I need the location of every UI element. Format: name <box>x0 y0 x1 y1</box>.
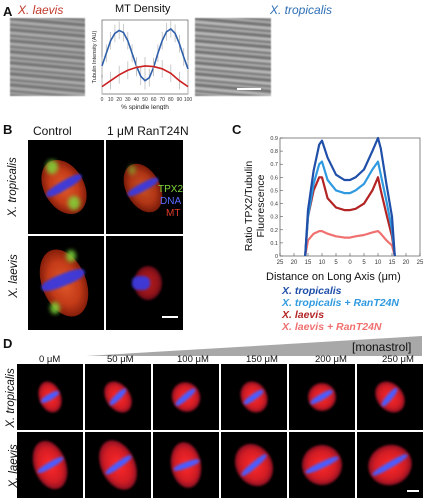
control-laevis-image <box>28 236 104 330</box>
concentration-labels: 0 μM 50 μM 100 μM 150 μM 200 μM 250 μM <box>0 352 428 366</box>
y-tick-label: 0.3 <box>270 215 278 221</box>
control-tropicalis-image <box>28 140 104 234</box>
x-tick-label: 25 <box>277 260 284 266</box>
x-tick-label: 70 <box>159 97 165 103</box>
concentration-label: 200 μM <box>315 354 347 365</box>
monastrol-cell <box>289 432 355 498</box>
monastrol-cell <box>17 364 83 430</box>
legend-entry: X. laevis + RanT24N <box>282 321 382 333</box>
series-line-0 <box>304 136 396 257</box>
tropicalis-spindle-micrograph <box>195 18 271 96</box>
x-tick-label: 60 <box>151 97 157 103</box>
x-tick-label: 20 <box>116 97 122 103</box>
series-line-3 <box>304 230 396 257</box>
x-tick-label: 10 <box>108 97 114 103</box>
monastrol-cell <box>153 364 219 430</box>
legend-entry: X. tropicalis + RanT24N <box>282 297 399 309</box>
legend-entry: X. tropicalis <box>282 285 342 297</box>
monastrol-image-grid <box>17 364 427 500</box>
panel-b-row-laevis: X. laevis <box>8 254 20 298</box>
y-tick-label: 0.2 <box>270 228 278 234</box>
panel-b-row-tropicalis: X. tropicalis <box>7 157 19 217</box>
y-tick-label: 0.8 <box>270 149 278 155</box>
channel-label-tpx2: TPX2 <box>158 184 183 195</box>
x-tick-label: 5 <box>362 260 366 266</box>
x-tick-label: 15 <box>305 260 312 266</box>
y-tick-label: 0.5 <box>270 188 278 194</box>
monastrol-cell <box>221 432 287 498</box>
series-line-1 <box>304 160 396 257</box>
x-tick-label: 5 <box>334 260 338 266</box>
panel-d-label: D <box>3 336 13 351</box>
monastrol-cell <box>17 432 83 498</box>
monastrol-cell <box>357 432 423 498</box>
series-line-2 <box>304 176 396 257</box>
panel-c-xlabel: Distance on Long Axis (μm) <box>266 271 401 283</box>
x-axis-label: % spindle length <box>121 104 169 110</box>
monastrol-cell <box>85 364 151 430</box>
x-tick-label: 50 <box>142 97 148 103</box>
rant24n-laevis-image <box>106 236 183 330</box>
scale-bar-b <box>162 316 178 318</box>
x-tick-label: 20 <box>291 260 298 266</box>
monastrol-cell <box>85 432 151 498</box>
y-axis-label: Tubulin Intensity (AU) <box>92 30 98 83</box>
y-tick-label: 0.1 <box>270 241 278 247</box>
y-tick-label: 0 <box>275 254 278 260</box>
monastrol-cell <box>221 364 287 430</box>
scale-bar-a <box>237 88 261 90</box>
concentration-label: 50 μM <box>107 354 134 365</box>
x-tick-label: 0 <box>101 97 104 103</box>
laevis-spindle-micrograph <box>10 18 85 96</box>
scale-bar-d <box>407 490 419 492</box>
x-tick-label: 100 <box>184 97 192 103</box>
channel-label-mt: MT <box>166 208 181 219</box>
column-header-control: Control <box>33 124 72 138</box>
x-tick-label: 10 <box>319 260 326 266</box>
concentration-label: 0 μM <box>39 354 61 365</box>
y-tick-label: 0.9 <box>270 136 278 142</box>
series-line-1 <box>101 65 189 88</box>
x-tick-label: 30 <box>125 97 131 103</box>
monastrol-label: [monastrol] <box>352 340 412 354</box>
panel-a-label: A <box>3 4 13 19</box>
x-tick-label: 10 <box>375 260 382 266</box>
monastrol-cell <box>153 432 219 498</box>
series-line-0 <box>101 27 189 82</box>
panel-c-legend: X. tropicalis X. tropicalis + RanT24N X. l… <box>282 285 428 335</box>
x-tick-label: 90 <box>177 97 183 103</box>
panel-d-row-tropicalis: X. tropicalis <box>5 368 17 428</box>
concentration-label: 100 μM <box>177 354 209 365</box>
x-tick-label: 25 <box>417 260 424 266</box>
legend-entry: X. laevis <box>282 309 325 321</box>
x-tick-label: 40 <box>134 97 140 103</box>
monastrol-cell <box>289 364 355 430</box>
y-tick-label: 0.7 <box>270 162 278 168</box>
mt-density-chart: 0 10 20 30 40 50 60 70 80 90 100 % spindle length Tu… <box>92 19 192 110</box>
x-tick-label: 80 <box>168 97 174 103</box>
channel-label-dna: DNA <box>160 196 182 207</box>
monastrol-cell <box>357 364 423 430</box>
panel-a-species-left: X. laevis <box>18 3 64 17</box>
rant24n-tropicalis-image: TPX2 DNA MT <box>106 140 183 234</box>
concentration-label: 150 μM <box>246 354 278 365</box>
column-header-rant24n: 1 μM RanT24N <box>107 124 189 138</box>
x-tick-label: 20 <box>403 260 410 266</box>
panel-b-label: B <box>3 122 13 137</box>
y-tick-label: 0.4 <box>270 202 278 208</box>
x-tick-label: 0 <box>348 260 352 266</box>
panel-c-label: C <box>232 122 242 137</box>
monastrol-gradient-wedge <box>86 336 422 356</box>
plot-frame <box>279 137 421 257</box>
x-tick-label: 15 <box>389 260 396 266</box>
concentration-label: 250 μM <box>382 354 414 365</box>
y-tick-label: 0.6 <box>270 175 278 181</box>
tpx2-ratio-chart: 0 0.1 0.2 0.3 0.4 0.5 0.6 0.7 0.8 0.9 25 20 15 10 5 0 5 1… <box>270 136 424 266</box>
panel-c-ylabel-wrap: Ratio TPX2/Tubulin Fluorescence <box>243 134 267 270</box>
mt-density-title: MT Density <box>115 3 171 15</box>
panel-a-species-right: X. tropicalis <box>270 3 333 17</box>
